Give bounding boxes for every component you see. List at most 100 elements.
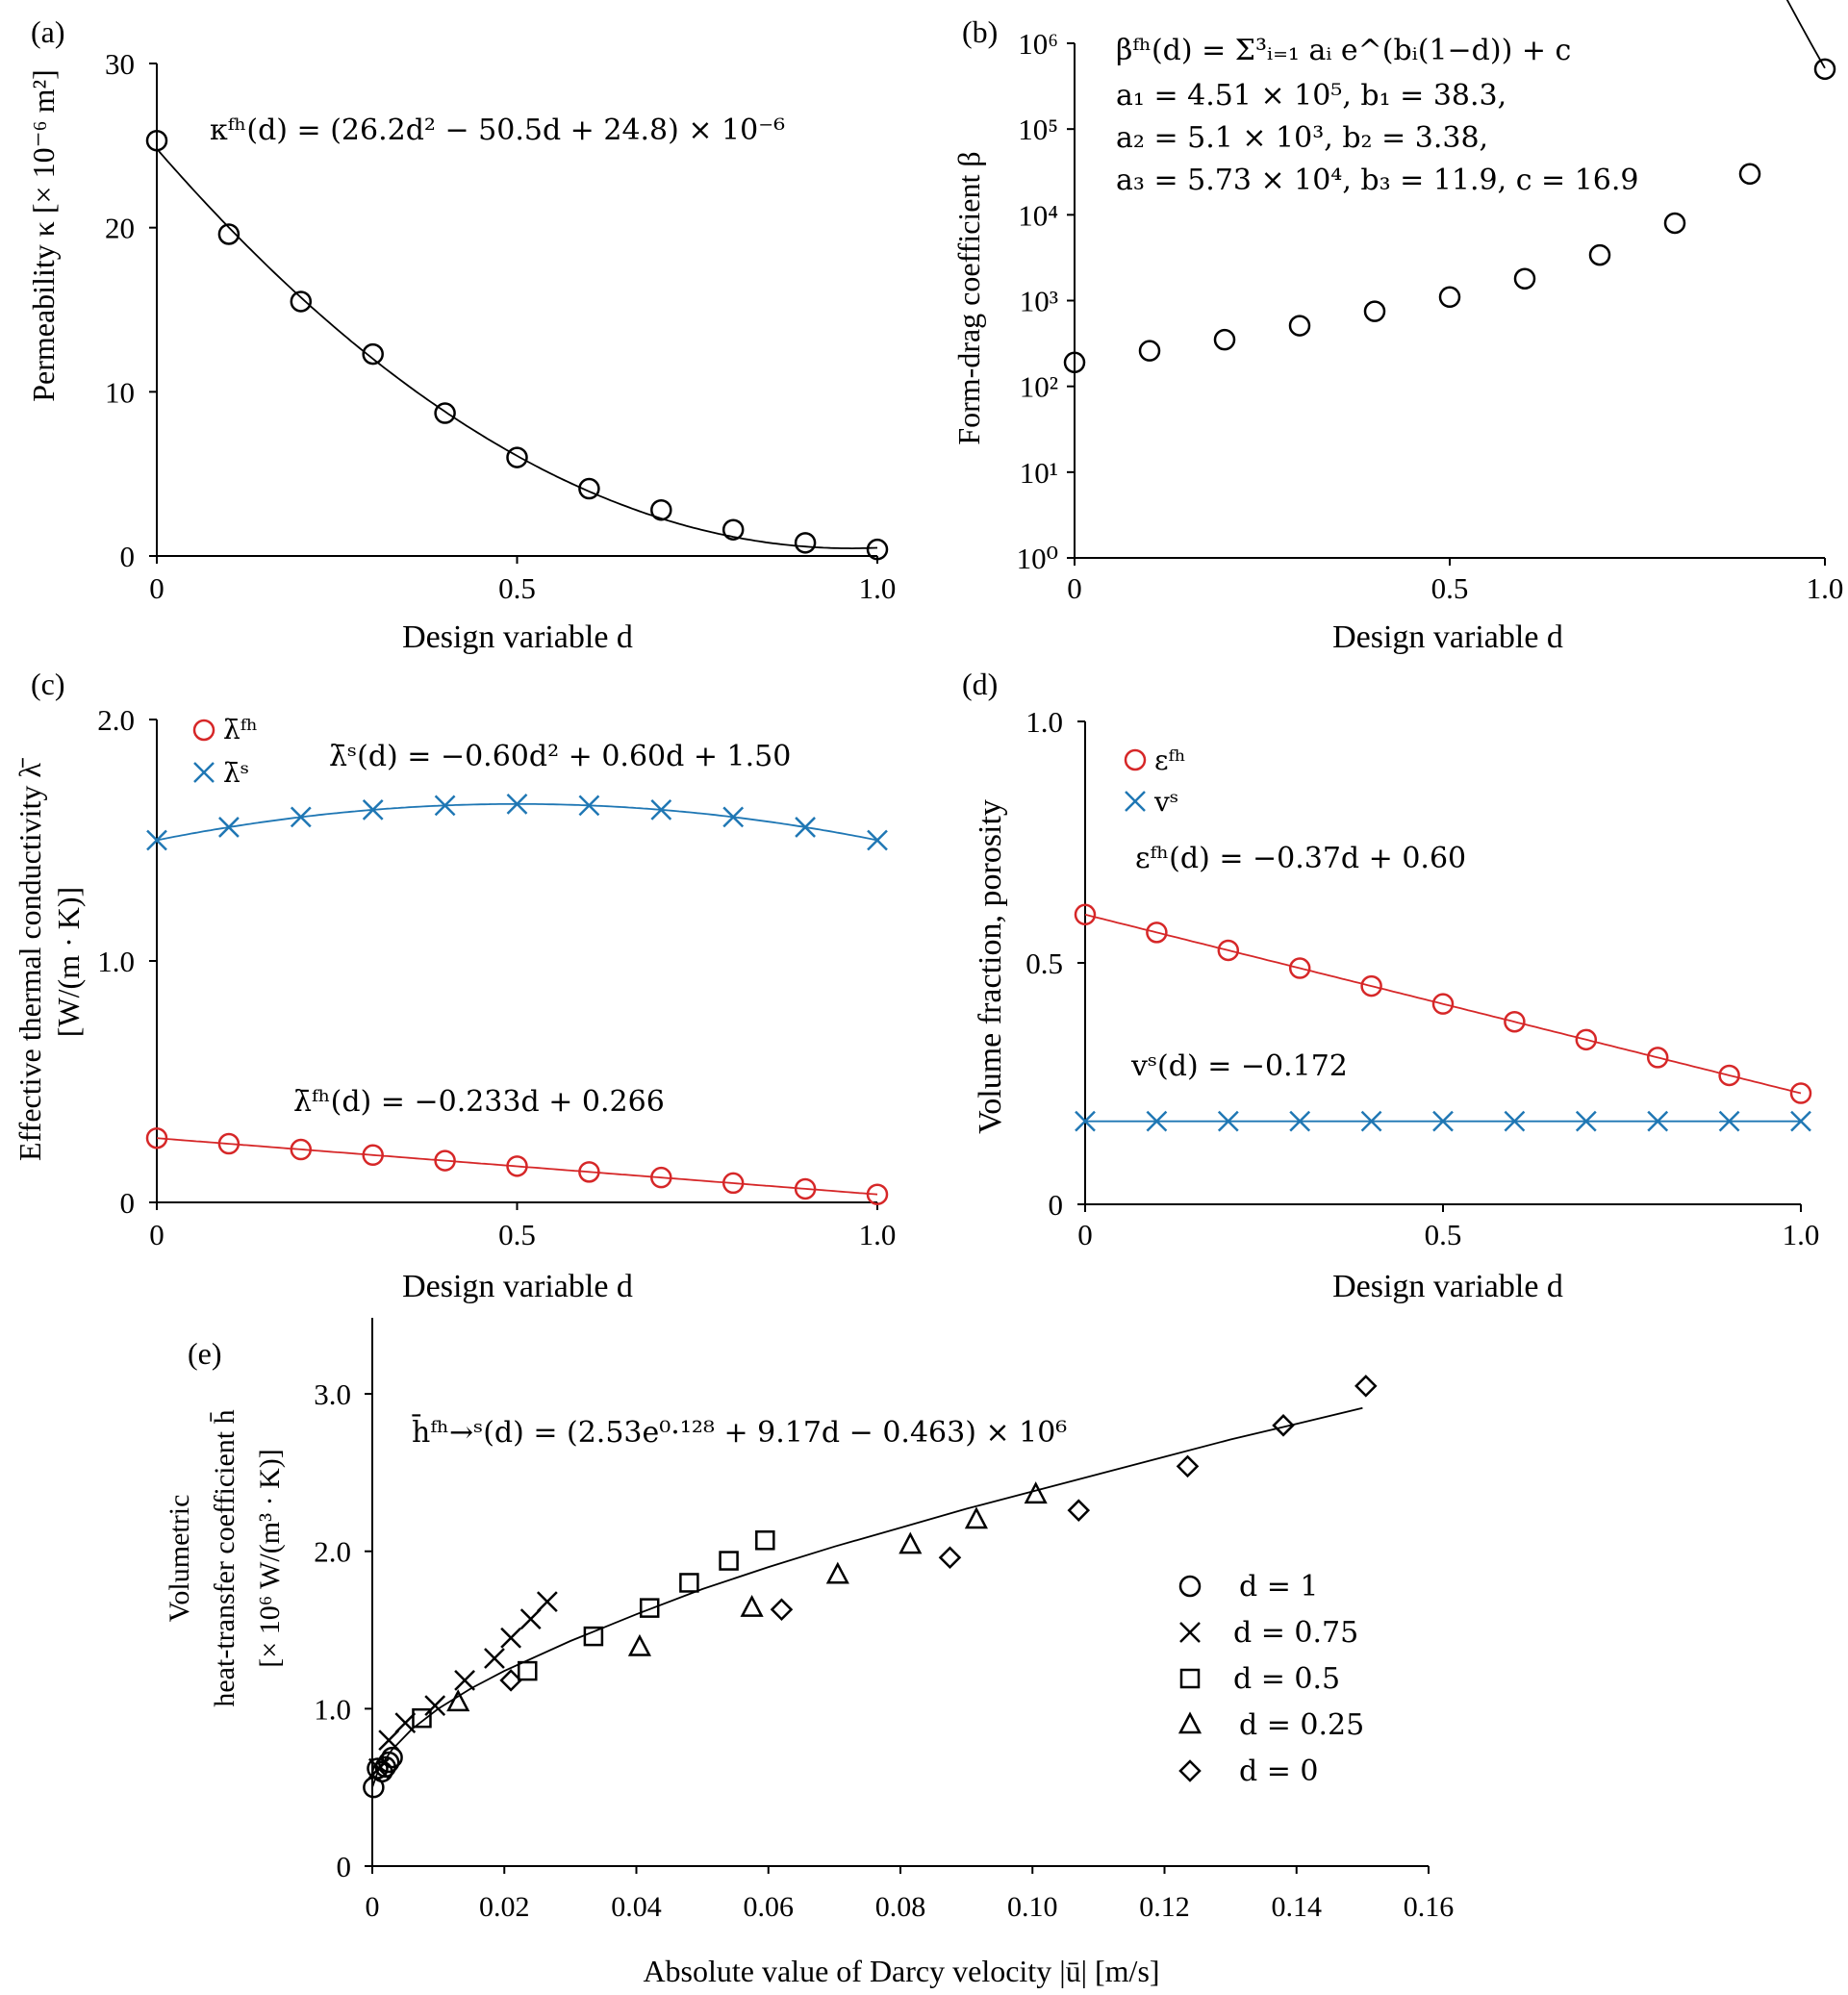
data-point-d-1-stroke [1432, 1110, 1454, 1132]
data-point-b-0 [1513, 267, 1536, 290]
data-point-a-0 [794, 532, 817, 554]
legend-e-square-marker [1179, 1668, 1201, 1689]
data-point-a-0 [362, 342, 384, 366]
x-tick-label-c: 0 [149, 1218, 165, 1251]
data-point-d-0 [1504, 1010, 1526, 1033]
y-axis-label-d: Volume fraction, porosity [973, 799, 1008, 1134]
legend-e-label-d1: d = 1 [1239, 1570, 1319, 1604]
data-point-e-0 [381, 1746, 403, 1769]
y-axis-label-c-line-1: Effective thermal conductivity λ̄ [13, 758, 47, 1161]
data-point-e-2 [583, 1626, 604, 1647]
legend-d-circle-marker [1124, 748, 1147, 771]
data-point-d-1 [1360, 1110, 1382, 1132]
data-point-d-1-stroke [1575, 1110, 1597, 1132]
data-point-e-1-stroke [394, 1712, 417, 1733]
data-point-d-0 [1288, 957, 1311, 979]
data-point-d-1-stroke [1075, 1110, 1096, 1132]
panel-d: (d) 0 0.5 1.0 0 0.5 1.0 εᶠʰ(d) = −0.37d + 0.6… [962, 667, 1819, 1304]
data-point-b-0 [1438, 286, 1461, 309]
data-point-e-2 [755, 1530, 775, 1551]
data-point-c-1 [146, 829, 167, 851]
data-point-c-1-stroke [290, 806, 312, 828]
panel-label-b: (b) [962, 14, 998, 49]
data-point-c-1 [578, 795, 600, 817]
equation-e: h̄ᶠʰ→ˢ(d) = (2.53e⁰·¹²⁸ + 9.17d − 0.463)… [412, 1413, 1067, 1450]
legend-c: λ̄ᶠʰ λ̄ˢ [192, 714, 258, 789]
data-point-d-0 [1360, 974, 1382, 998]
data-point-d-1 [1647, 1110, 1669, 1132]
equation-a: κᶠʰ(d) = (26.2d² − 50.5d + 24.8) × 10⁻⁶ [210, 114, 785, 147]
legend-e: d = 1 d = 0.75 d = 0.5 d = 0.25 d = 0 [1177, 1570, 1364, 1788]
legend-e-diamond-marker [1178, 1759, 1202, 1782]
panel-b: (b) 0 0.5 1.0 10⁰ 10¹ 10² 10³ 10⁴ 10⁵ 10⁶ βᶠʰ(d) … [951, 0, 1843, 655]
panel-label-d: (d) [962, 667, 998, 701]
data-point-d-1-stroke [1504, 1110, 1526, 1132]
data-point-e-1-stroke [484, 1648, 505, 1669]
y-tick-label-b: 10⁶ [1018, 27, 1058, 61]
data-point-e-1 [378, 1730, 400, 1751]
x-tick-label-e: 0.04 [611, 1891, 662, 1923]
equation-b-line-4: a₃ = 5.73 × 10⁴, b₃ = 11.9, c = 16.9 [1116, 164, 1639, 197]
data-point-c-0 [145, 1126, 168, 1149]
x-tick-label-e: 0.10 [1007, 1891, 1058, 1923]
y-tick-label-d: 1.0 [1025, 705, 1063, 739]
x-tick-label-a: 0.5 [498, 571, 536, 605]
data-point-b-0 [1663, 212, 1686, 235]
data-point-d-1 [1504, 1110, 1526, 1132]
data-point-c-1-stroke [795, 817, 816, 838]
data-point-e-1 [367, 1757, 390, 1780]
data-point-e-1 [394, 1712, 417, 1733]
chart-b: 0 0.5 1.0 10⁰ 10¹ 10² 10³ 10⁴ 10⁵ 10⁶ [1017, 0, 1843, 605]
data-point-c-0 [290, 1138, 313, 1161]
x-tick-label-a: 1.0 [859, 571, 897, 605]
data-point-e-2 [639, 1598, 660, 1618]
data-point-e-4 [938, 1546, 962, 1570]
panel-label-e: (e) [188, 1336, 222, 1371]
data-point-c-1 [290, 806, 312, 828]
data-point-e-1 [500, 1627, 521, 1649]
x-tick-label-c: 1.0 [859, 1218, 897, 1251]
data-point-e-4 [1067, 1499, 1091, 1522]
legend-e-label-d075: d = 0.75 [1233, 1616, 1358, 1650]
data-point-c-1-stroke [506, 793, 528, 815]
data-point-c-0 [434, 1149, 456, 1172]
chart-e: 0 0.02 0.04 0.06 0.08 0.10 0.12 0.14 0.16 0 1.0 2.0… [314, 1318, 1454, 1923]
data-point-c-1-stroke [867, 829, 888, 851]
data-point-d-1 [1575, 1110, 1597, 1132]
data-point-e-1-stroke [367, 1757, 390, 1780]
data-point-b-0 [1138, 340, 1161, 362]
data-point-d-0 [1074, 903, 1097, 926]
data-point-d-1 [1432, 1110, 1454, 1132]
data-point-d-1-stroke [1289, 1110, 1311, 1132]
data-point-e-2 [412, 1707, 432, 1729]
data-point-c-1-stroke [434, 795, 456, 817]
panel-label-c: (c) [31, 667, 65, 701]
legend-c-label-solid: λ̄ˢ [223, 757, 249, 789]
data-point-c-1-stroke [722, 806, 745, 828]
y-axis-label-e-line-3: [× 10⁶ W/(m³ · K)] [254, 1449, 286, 1667]
chart-a: 0 0.5 1.0 0 10 20 30 [105, 47, 896, 605]
x-axis-label-b: Design variable d [1332, 619, 1563, 655]
data-point-c-0 [650, 1166, 672, 1189]
data-point-e-1 [536, 1591, 558, 1612]
data-point-e-4 [1176, 1454, 1200, 1478]
data-point-c-0 [362, 1144, 384, 1167]
data-point-e-0 [367, 1757, 389, 1780]
data-point-b-0 [1813, 58, 1836, 81]
data-point-d-1 [1217, 1110, 1239, 1132]
x-tick-label-e: 0.12 [1139, 1891, 1190, 1923]
y-axis-label-e-line-1: Volumetric [164, 1495, 195, 1623]
panel-label-a: (a) [31, 14, 65, 49]
legend-e-triangle-marker [1177, 1711, 1202, 1734]
data-point-c-1 [506, 793, 528, 815]
data-point-e-2 [679, 1573, 699, 1593]
legend-d: εᶠʰ vˢ [1124, 745, 1186, 818]
y-tick-label-c: 0 [120, 1186, 136, 1220]
chart-c: 0 0.5 1.0 0 1.0 2.0 [97, 703, 896, 1251]
data-point-e-1 [519, 1608, 542, 1629]
x-tick-label-a: 0 [149, 571, 165, 605]
data-point-d-1 [1790, 1110, 1811, 1132]
y-axis-label-e-line-2: heat-transfer coefficient h̄ [209, 1409, 240, 1706]
equation-b-line-3: a₂ = 5.1 × 10³, b₂ = 3.38, [1116, 121, 1488, 155]
data-point-d-0 [1146, 922, 1168, 944]
